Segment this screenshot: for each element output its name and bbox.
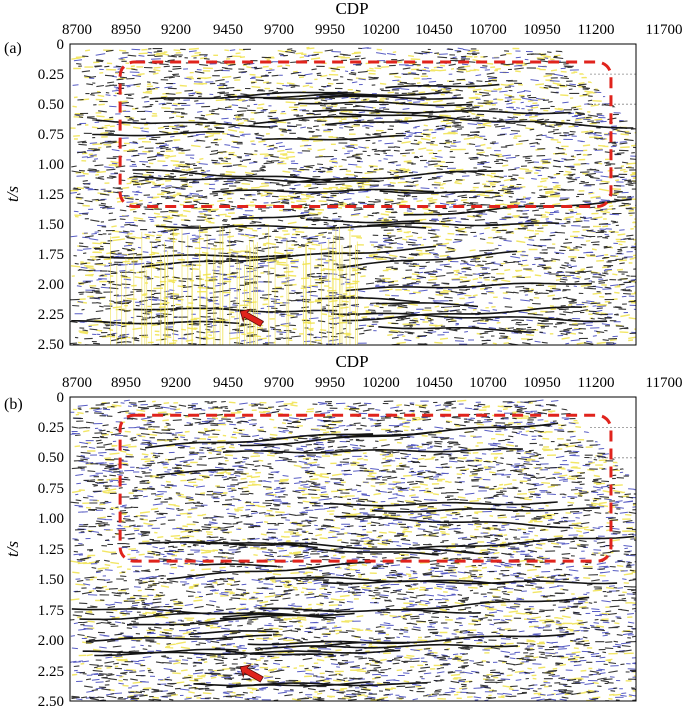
panel-a-y-tick: 1.25 (38, 187, 64, 203)
mute-zone (70, 44, 636, 129)
panel-b-y-tick: 0.25 (38, 420, 64, 436)
panel-b-x-tick: 10950 (523, 375, 561, 391)
panel-a-y-tick: 0 (57, 37, 65, 53)
panel-a-x-tick: 9200 (161, 22, 191, 38)
panel-b-y-axis-title: t/s (3, 541, 22, 557)
panel-b-x-axis-title: CDP (335, 352, 368, 371)
panel-a-x-tick: 9450 (213, 22, 243, 38)
panel-a-x-ticks: 8700 8950 9200 9450 9700 9950 10200 1045… (62, 22, 682, 38)
panel-b-x-tick: 9450 (213, 375, 243, 391)
panel-a-y-tick: 0.25 (38, 67, 64, 83)
panel-b-y-tick: 0.75 (38, 481, 64, 497)
panel-b-y-tick: 1.75 (38, 603, 64, 619)
panel-b-x-tick: 8950 (111, 375, 141, 391)
panel-b-y-ticks: 0 0.25 0.50 0.75 1.00 1.25 1.50 1.75 2.0… (38, 390, 64, 710)
panel-b-x-tick: 8700 (62, 375, 92, 391)
mute-zone (70, 397, 636, 482)
panel-a-x-tick: 9950 (315, 22, 345, 38)
reflector-events (71, 83, 634, 333)
panel-b-x-tick: 10700 (469, 375, 507, 391)
panel-a-x-tick: 10950 (523, 22, 561, 38)
panel-a-y-tick: 1.50 (38, 217, 64, 233)
panel-b-x-tick: 10450 (415, 375, 453, 391)
panel-b-x-tick: 9700 (264, 375, 294, 391)
panel-a-x-tick: 11700 (646, 22, 683, 38)
panel-a-frame (69, 43, 637, 346)
panel-a-x-tick: 8950 (111, 22, 141, 38)
panel-a: CDP 8700 8950 9200 9450 9700 9950 10200 … (3, 0, 682, 353)
panel-b-y-tick: 1.50 (38, 572, 64, 588)
panel-b-label: (b) (4, 396, 23, 413)
panel-b-x-tick: 10200 (362, 375, 400, 391)
panel-b-x-tick: 9200 (161, 375, 191, 391)
panel-a-y-tick: 1.00 (38, 157, 64, 173)
panel-b-y-tick: 2.50 (38, 694, 64, 710)
panel-a-x-tick: 10200 (362, 22, 400, 38)
panel-a-y-tick: 0.75 (38, 127, 64, 143)
panel-b-y-tick: 0.50 (38, 450, 64, 466)
panel-b-y-tick: 2.25 (38, 664, 64, 680)
panel-a-x-tick: 10450 (415, 22, 453, 38)
panel-a-x-tick: 9700 (264, 22, 294, 38)
panel-a-y-axis-title: t/s (3, 186, 22, 202)
panel-a-y-tick: 0.50 (38, 97, 64, 113)
panel-b-x-tick: 11700 (646, 375, 683, 391)
vertical-noise (110, 224, 358, 345)
arrow-icon (239, 308, 264, 327)
reflector-events (71, 422, 635, 688)
highlight-box (118, 60, 613, 209)
panel-a-y-tick: 1.75 (38, 247, 64, 263)
highlight-box (118, 413, 613, 563)
panel-a-x-tick: 10700 (469, 22, 507, 38)
panel-a-x-tick: 11200 (578, 22, 615, 38)
panel-b-frame (69, 396, 637, 702)
panel-b: CDP 8700 8950 9200 9450 9700 9950 10200 … (3, 352, 682, 710)
panel-a-y-tick: 2.00 (38, 277, 64, 293)
panel-a-y-ticks: 0 0.25 0.50 0.75 1.00 1.25 1.50 1.75 2.0… (38, 37, 64, 353)
panel-a-seismic-section (70, 44, 636, 345)
panel-b-x-tick: 11200 (578, 375, 615, 391)
panel-b-seismic-section (70, 397, 636, 701)
panel-b-x-tick: 9950 (315, 375, 345, 391)
panel-a-y-tick: 2.50 (38, 337, 64, 353)
panel-b-y-tick: 0 (57, 390, 65, 406)
panel-a-y-tick: 2.25 (38, 307, 64, 323)
panel-a-overlay (118, 60, 613, 327)
panel-a-x-axis-title: CDP (335, 0, 368, 18)
panel-b-y-tick: 1.00 (38, 511, 64, 527)
panel-a-label: (a) (4, 40, 22, 57)
panel-b-y-tick: 2.00 (38, 633, 64, 649)
arrow-icon (239, 664, 264, 683)
panel-b-overlay (118, 413, 613, 683)
panel-b-y-tick: 1.25 (38, 542, 64, 558)
panel-b-x-ticks: 8700 8950 9200 9450 9700 9950 10200 1045… (62, 375, 682, 391)
panel-a-x-tick: 8700 (62, 22, 92, 38)
